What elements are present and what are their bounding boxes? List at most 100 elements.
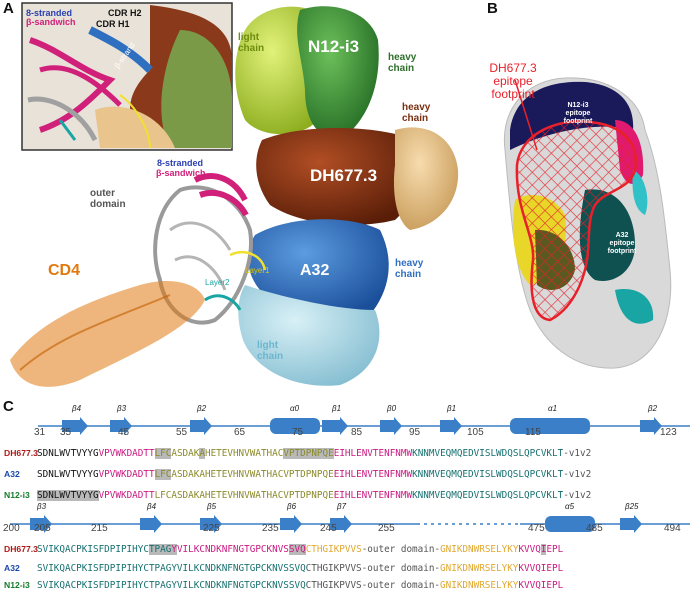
row1-residue-number: 35 bbox=[60, 427, 72, 438]
row2-residue-number: 494 bbox=[664, 523, 681, 534]
sequence-name: DH677.3 bbox=[4, 448, 38, 458]
row2-ss-label: β7 bbox=[337, 502, 347, 511]
a32-light-chain bbox=[238, 285, 380, 386]
sequence-segment: SDNLWVTVYYG bbox=[37, 448, 99, 459]
sequence-name: N12-i3 bbox=[4, 490, 30, 500]
sequence-segment: KNNMVEQMQEDVISLWDQSLQPCVKLT bbox=[412, 469, 564, 480]
sequence-segment: ASDAKAHETEVHNVWATHAC bbox=[171, 469, 284, 480]
panel-a: A bbox=[0, 0, 470, 395]
panel-b-letter: B bbox=[487, 0, 498, 17]
row1-ss-label: β2 bbox=[648, 404, 658, 413]
gp120-sandwich bbox=[193, 173, 249, 217]
row2-seq-a32: A32 SVIKQACPKISFDPIPIHYCTPAGYVILKCNDKNFNG… bbox=[4, 563, 563, 574]
sequence-segment: KNNMVEQMQEDVISLWDQSLQPCVKLT bbox=[412, 490, 564, 501]
panel-a-letter: A bbox=[3, 0, 14, 17]
sequence-segment: LFC bbox=[154, 448, 172, 459]
row2-residue-number: 485 bbox=[586, 523, 603, 534]
dh-footprint-label: DH677.3 epitope footprint bbox=[489, 61, 537, 101]
label-bsandwich: β-sandwich bbox=[156, 168, 206, 178]
sequence-segment: GNIKDNWRSELYKY bbox=[440, 563, 519, 574]
sequence-segment: -v1v2 bbox=[563, 469, 592, 480]
dh677-light-chain bbox=[393, 127, 459, 230]
sequence-segment: -outer domain- bbox=[361, 544, 441, 555]
row1-residue-number: 95 bbox=[409, 427, 421, 438]
sequence-segment: LFC bbox=[154, 469, 172, 480]
cd4-density bbox=[10, 280, 205, 387]
sequence-segment: -v1v2 bbox=[563, 448, 592, 459]
sequence-segment: SVIKQACPKISFDPIPIHYCTPAGYVILKCNDKNFNGTGP… bbox=[37, 580, 306, 591]
row1-residue-number: 105 bbox=[467, 427, 484, 438]
gp120-outer-domain bbox=[153, 185, 253, 325]
row1-residue-number: 85 bbox=[351, 427, 363, 438]
row1-ss-label: α0 bbox=[290, 404, 300, 413]
label-cd4: CD4 bbox=[48, 262, 81, 279]
sequence-segment: VILKCNDKNFNGTGPCKNVS bbox=[176, 544, 289, 555]
sequence-segment: CTHGIKPVVS bbox=[305, 580, 362, 591]
sequence-segment: SDNLWVTVYYG bbox=[37, 490, 99, 501]
dh-footprint-outline bbox=[515, 120, 638, 322]
n12-heavy-chain bbox=[297, 6, 379, 140]
n12-footprint-label: N12-i3 epitope footprint bbox=[563, 102, 593, 125]
sequence-segment: SVIKQACPKISFDPIPIHYC bbox=[37, 544, 149, 555]
row1-residue-number: 115 bbox=[525, 427, 541, 438]
row1-ss-label: β1 bbox=[332, 404, 342, 413]
a32-footprint-surface bbox=[579, 189, 635, 281]
row2-ss-label: β4 bbox=[147, 502, 157, 511]
row2-residue-number: 475 bbox=[528, 523, 545, 534]
panel-c-letter: C bbox=[3, 398, 14, 415]
sequence-segment: VPVWKDADTT bbox=[98, 448, 155, 459]
row1-secondary-structure bbox=[38, 417, 690, 435]
row2-ss-label: β6 bbox=[287, 502, 297, 511]
label-8stranded: 8-stranded bbox=[157, 158, 204, 168]
dh677-heavy-chain bbox=[256, 128, 414, 225]
panel-c: C β4 β3 β2 α0 β1 β0 β1 α1 β2 31 35 45 55… bbox=[0, 396, 696, 591]
inset-label-cdr-h2: CDR H2 bbox=[108, 8, 142, 18]
sequence-segment: HETEVHNVWATHAC bbox=[204, 448, 284, 459]
a32-footprint-label: A32 epitope footprint bbox=[607, 232, 637, 255]
row1-ss-label: β1 bbox=[447, 404, 457, 413]
panel-b: B DH677.3 epitope footprint N12-i3 epito… bbox=[475, 0, 696, 395]
row1-residue-number: 75 bbox=[292, 427, 304, 438]
row1-residue-number: 123 bbox=[660, 427, 677, 438]
row1-ss-label: β4 bbox=[72, 404, 82, 413]
sequence-segment: TPAG bbox=[148, 544, 172, 555]
sequence-segment: CTHGIKPVVS bbox=[305, 563, 362, 574]
row1-residue-number: 31 bbox=[34, 427, 46, 438]
sequence-segment: EIHLENVTENFNMW bbox=[333, 490, 413, 501]
inset-label-bsandwich: β-sandwich bbox=[26, 17, 76, 27]
row2-residue-number: 215 bbox=[91, 523, 108, 534]
a32-heavy-chain bbox=[248, 219, 389, 316]
sequence-segment: KNNMVEQMQEDVISLWDQSLQPCVKLT bbox=[412, 448, 564, 459]
label-heavy-chain-n12: heavy chain bbox=[388, 52, 417, 74]
sequence-segment: A bbox=[199, 448, 205, 459]
panel-a-structure bbox=[10, 2, 459, 387]
row1-ss-label: β3 bbox=[117, 404, 127, 413]
inset-label-cdr-h1: CDR H1 bbox=[96, 19, 130, 29]
label-layer1: Layer1 bbox=[245, 266, 270, 275]
sequence-segment: KVVQIEPL bbox=[518, 563, 564, 574]
row2-residue-number: 245 bbox=[320, 523, 337, 534]
row1-ss-label: α1 bbox=[548, 404, 558, 413]
sequence-segment: LFCASDAKAHETEVHNVWATHACVPTDPNPQE bbox=[154, 490, 334, 501]
sequence-segment: -outer domain- bbox=[361, 580, 441, 591]
sequence-segment: SDNLWVTVYYG bbox=[37, 469, 99, 480]
row2-seq-dh677: DH677.3SVIKQACPKISFDPIPIHYCTPAGYVILKCNDK… bbox=[4, 544, 563, 555]
sequence-segment: VPTDPNPQE bbox=[283, 469, 334, 480]
row2-residue-number: 235 bbox=[262, 523, 279, 534]
row2-ss-label: β3 bbox=[37, 502, 47, 511]
sequence-segment: SVQ bbox=[288, 544, 306, 555]
sequence-segment: GNIKDNWRSELYKY bbox=[440, 544, 519, 555]
label-light-chain-a32: light chain bbox=[257, 340, 284, 362]
sequence-name: A32 bbox=[4, 469, 20, 479]
sequence-segment: VPTDPNPQE bbox=[283, 448, 334, 459]
row2-secondary-structure bbox=[10, 515, 690, 533]
sequence-segment: SVIKQACPKISFDPIPIHYCTPAGYVILKCNDKNFNGTGP… bbox=[37, 563, 306, 574]
label-a32: A32 bbox=[300, 262, 330, 279]
row2-ss-label: β25 bbox=[625, 502, 639, 511]
row2-ss-label: α5 bbox=[565, 502, 575, 511]
row1-seq-a32: A32 SDNLWVTVYYGVPVWKDADTTLFCASDAKAHETEVHN… bbox=[4, 469, 591, 480]
sequence-segment: Y bbox=[171, 544, 177, 555]
sequence-segment: I bbox=[540, 544, 547, 555]
label-heavy-chain-dh: heavy chain bbox=[402, 102, 431, 124]
sequence-segment: CTHGIKPVVS bbox=[305, 544, 362, 555]
